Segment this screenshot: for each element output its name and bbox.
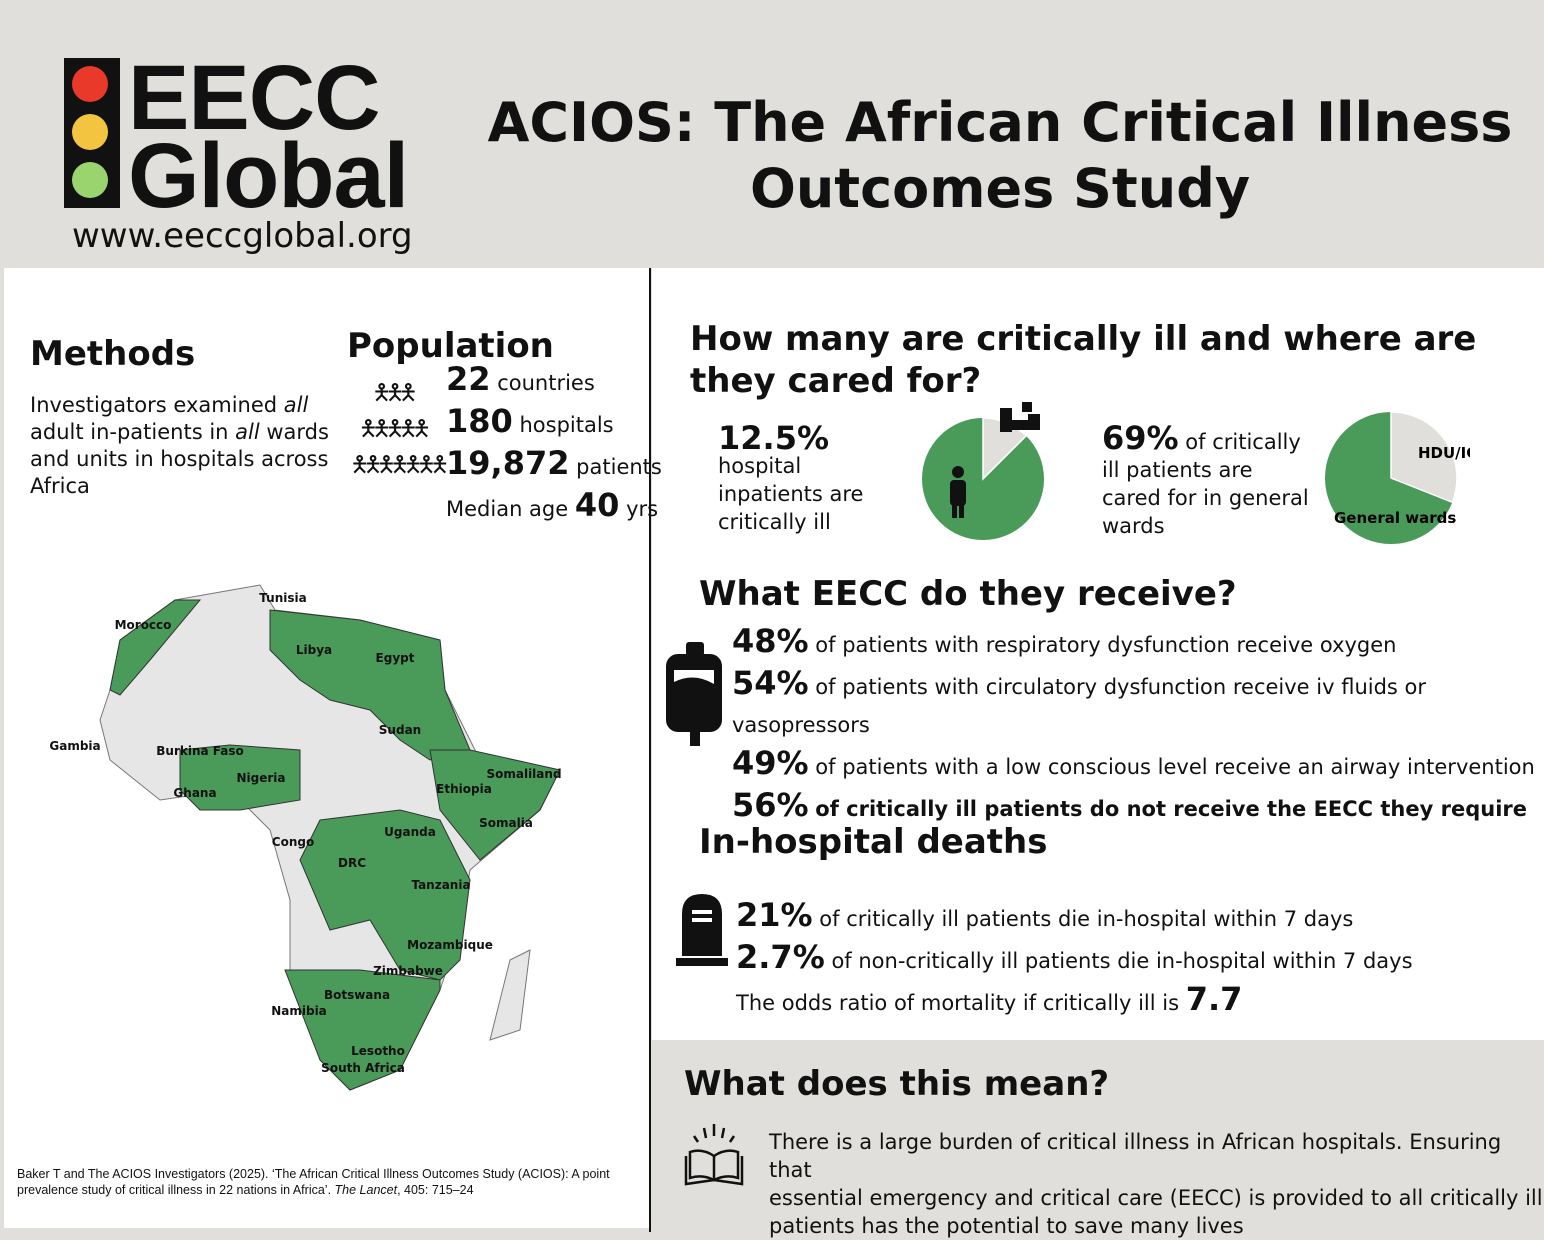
region-north-east (269, 609, 471, 761)
eecc-row: 49% of patients with a low conscious lev… (732, 744, 1535, 782)
deaths-row: 21% of critically ill patients die in-ho… (736, 896, 1354, 934)
citation: Baker T and The ACIOS Investigators (202… (17, 1167, 610, 1197)
africa-map (99, 584, 561, 1091)
pie-label-hdu: HDU/ICU (1418, 444, 1470, 462)
eecc-row: 56% of critically ill patients do not re… (732, 786, 1528, 824)
how-many-heading: How many are critically ill and where ar… (690, 319, 1477, 401)
pie-critically-ill (922, 402, 1044, 540)
population-stats: 22 countries 180 hospitals 19,872 patien… (446, 360, 662, 524)
iv-bag-icon (666, 642, 722, 746)
traffic-light-icon (64, 58, 120, 208)
eecc-heading: What EECC do they receive? (699, 574, 1237, 614)
page-title: ACIOS: The African Critical Illness Outc… (487, 91, 1513, 220)
logo-line2: Global (128, 125, 409, 227)
divider (649, 268, 651, 1232)
eecc-list: 48% of patients with respiratory dysfunc… (732, 622, 1544, 828)
region-west (179, 744, 301, 811)
header: EECC Global www.eeccglobal.org ACIOS: Th… (0, 0, 1544, 268)
deaths-row: 2.7% of non-critically ill patients die … (736, 938, 1413, 976)
eecc-row: 48% of patients with respiratory dysfunc… (732, 622, 1397, 660)
region-morocco (109, 599, 202, 696)
population-heading: Population (347, 326, 554, 366)
gravestone-icon (676, 894, 728, 966)
person-icon (950, 466, 966, 518)
deaths-list: 21% of critically ill patients die in-ho… (736, 896, 1413, 1022)
region-south (284, 969, 441, 1091)
pie-care-location: HDU/ICU General wards (1325, 411, 1470, 544)
deaths-heading: In-hospital deaths (699, 822, 1048, 862)
meaning-panel (652, 1040, 1544, 1232)
eecc-row: 54% of patients with circulatory dysfunc… (732, 664, 1427, 737)
madagascar (489, 949, 531, 1041)
pie-label-general: General wards (1334, 509, 1456, 527)
open-book-icon (684, 1124, 744, 1186)
methods-heading: Methods (30, 334, 196, 374)
stat-general-wards: 69% of critically ill patients are cared … (1102, 419, 1309, 538)
meaning-text: There is a large burden of critical illn… (769, 1130, 1543, 1238)
logo-line1: EECC (128, 47, 381, 149)
pie-slice-hdu-icu (1390, 411, 1458, 504)
people-group-icon: 🯅🯅🯅 🯅🯅🯅🯅🯅 🯅🯅🯅🯅🯅🯅🯅 (350, 381, 450, 478)
odds-ratio: The odds ratio of mortality if criticall… (736, 980, 1243, 1018)
stat-critically-ill: 12.5% hospital inpatients are critically i… (718, 419, 864, 534)
region-horn (429, 749, 561, 861)
meaning-heading: What does this mean? (684, 1064, 1110, 1104)
right-panel (652, 268, 1544, 1040)
methods-text: Investigators examined all adult in-pati… (30, 393, 329, 498)
hospital-bed-icon (1000, 402, 1040, 432)
website-link[interactable]: www.eeccglobal.org (72, 216, 413, 256)
